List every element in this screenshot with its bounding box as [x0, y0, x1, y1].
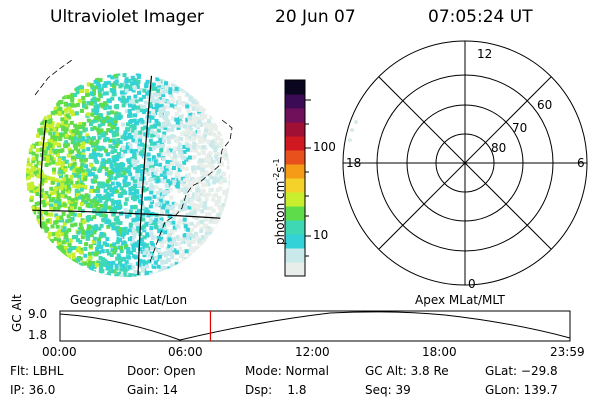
door-info: Door: Open: [127, 364, 196, 378]
timeline-xtick-1200: 12:00: [295, 345, 330, 359]
colorbar: [284, 79, 311, 277]
altitude-curve: [59, 311, 571, 341]
instrument-title: Ultraviolet Imager: [50, 7, 204, 27]
mlt-0-label: 0: [468, 277, 476, 291]
seq-info: Seq: 39: [365, 383, 411, 397]
colorbar-segment: [285, 164, 305, 179]
colorbar-segment: [285, 262, 305, 277]
mlat-60-label: 60: [537, 98, 553, 112]
colorbar-segment: [285, 80, 305, 95]
timeline-xtick-0000: 00:00: [42, 345, 77, 359]
polar-faint-emission: [348, 120, 358, 142]
filter-info: Flt: LBHL: [10, 364, 64, 378]
colorbar-segment: [285, 108, 305, 123]
colorbar-segment: [285, 178, 305, 193]
mode-info: Mode: Normal: [245, 364, 329, 378]
timeline-ytick-high: 9.0: [28, 307, 48, 321]
gain-info: Gain: 14: [127, 383, 178, 397]
glon-info: GLon: 139.7: [485, 383, 558, 397]
coastline: [34, 59, 233, 263]
mlt-18-label: 18: [346, 156, 362, 170]
altitude-timeline: [59, 310, 571, 342]
colorbar-segment: [285, 206, 305, 221]
colorbar-segment: [285, 220, 305, 235]
geographic-caption: Geographic Lat/Lon: [70, 293, 188, 307]
colorbar-segment: [285, 122, 305, 137]
mlt-6-label: 6: [577, 156, 585, 170]
mlat-70-label: 70: [512, 121, 528, 135]
time-label: 07:05:24 UT: [428, 7, 533, 27]
glat-info: GLat: −29.8: [485, 364, 558, 378]
timeline-xtick-0600: 06:00: [168, 345, 203, 359]
timeline-ytick-low: 1.8: [28, 328, 48, 342]
gc-alt-info: GC Alt: 3.8 Re: [365, 364, 449, 378]
ip-info: IP: 36.0: [10, 383, 56, 397]
dsp-info: Dsp: 1.8: [245, 383, 307, 397]
mlt-12-label: 12: [477, 47, 493, 61]
colorbar-ticks: [305, 99, 311, 257]
colorbar-segment: [285, 248, 305, 263]
colorbar-tick-100: 100: [313, 140, 336, 154]
colorbar-unit-label: photon cm-2s-1: [272, 158, 287, 245]
date-label: 20 Jun 07: [275, 7, 356, 27]
timeline-ylabel: GC Alt: [10, 294, 24, 332]
geographic-image: [26, 59, 233, 277]
polar-plot: [342, 40, 588, 286]
colorbar-tick-10: 10: [313, 228, 329, 242]
mlat-80-label: 80: [491, 141, 507, 155]
colorbar-segment: [285, 234, 305, 249]
apex-caption: Apex MLat/MLT: [415, 293, 505, 307]
colorbar-segment: [285, 136, 305, 151]
colorbar-segment: [285, 94, 305, 109]
colorbar-segment: [285, 150, 305, 165]
timeline-xtick-1800: 18:00: [422, 345, 457, 359]
colorbar-segment: [285, 192, 305, 207]
timeline-xtick-2359: 23:59: [550, 345, 585, 359]
